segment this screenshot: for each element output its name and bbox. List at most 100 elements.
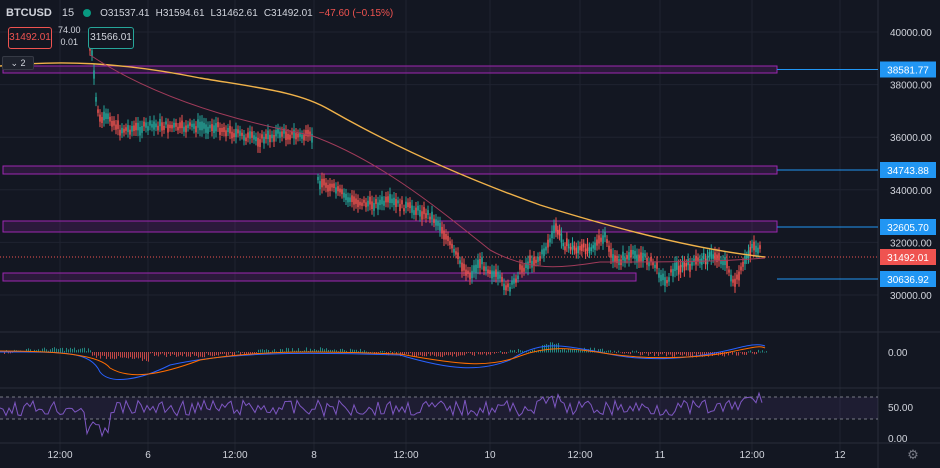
candle-body <box>367 200 369 207</box>
macd-bar <box>58 349 59 353</box>
macd-bar <box>422 352 423 357</box>
timeframe-label[interactable]: 15 <box>61 7 75 19</box>
candle-body <box>227 127 229 133</box>
macd-bar <box>754 352 755 355</box>
macd-bar <box>168 352 169 354</box>
candle-body <box>175 122 177 127</box>
macd-bar <box>232 352 233 356</box>
macd-bar <box>424 352 425 357</box>
candle-body <box>566 238 568 247</box>
candle-body <box>233 133 235 138</box>
candle-body <box>127 125 129 133</box>
macd-bar <box>520 350 521 353</box>
candle-body <box>608 245 610 252</box>
candle-body <box>139 126 141 136</box>
candle-body <box>519 264 521 270</box>
collapse-indicators-button[interactable]: ⌄ 2 <box>2 56 34 70</box>
candle-body <box>693 258 695 262</box>
candle-body <box>417 205 419 211</box>
macd-bar <box>86 351 87 353</box>
macd-bar <box>396 352 397 355</box>
macd-bar <box>572 349 573 353</box>
macd-bar <box>42 348 43 353</box>
candle-body <box>485 266 487 272</box>
candle-body <box>95 97 97 102</box>
candle-body <box>141 126 143 133</box>
ohlc-close: C31492.01 <box>263 7 313 19</box>
buy-button[interactable]: 31566.01 <box>88 27 134 49</box>
rsi-band <box>0 397 878 419</box>
macd-bar <box>208 352 209 356</box>
macd-bar <box>276 351 277 353</box>
macd-bar <box>582 350 583 353</box>
candle-body <box>634 250 636 259</box>
candle-body <box>622 251 624 261</box>
symbol-label[interactable]: BTCUSD <box>6 7 52 19</box>
candle-body <box>425 213 427 219</box>
macd-bar <box>574 348 575 353</box>
candle-body <box>271 134 273 139</box>
candle-body <box>636 254 638 263</box>
macd-bar <box>128 352 129 359</box>
candle-body <box>479 259 481 268</box>
macd-bar <box>620 352 621 353</box>
macd-bar <box>176 352 177 357</box>
candle-body <box>423 207 425 215</box>
macd-bar <box>178 352 179 357</box>
macd-bar <box>108 352 109 357</box>
candle-body <box>317 177 319 181</box>
macd-bar <box>456 352 457 357</box>
candle-body <box>323 178 325 186</box>
candle-body <box>149 120 151 126</box>
macd-bar <box>190 352 191 357</box>
macd-bar <box>306 347 307 353</box>
macd-bar <box>606 350 607 353</box>
candle-body <box>183 126 185 132</box>
candle-body <box>600 237 602 242</box>
macd-bar <box>8 352 9 354</box>
candle-body <box>133 125 135 132</box>
candle-body <box>560 233 563 243</box>
support-resistance-zone <box>2 272 637 282</box>
candle-body <box>305 130 307 136</box>
candle-body <box>429 216 431 220</box>
candle-body <box>291 131 293 135</box>
time-tick-label: 8 <box>311 450 317 461</box>
macd-bar <box>120 352 121 358</box>
macd-bar <box>354 349 355 353</box>
candle-body <box>311 133 313 143</box>
price-tick-label: 32000.00 <box>890 238 932 249</box>
macd-bar <box>654 352 655 357</box>
macd-bar <box>702 352 703 357</box>
macd-bar <box>246 352 247 355</box>
macd-bar <box>736 352 737 356</box>
candle-body <box>359 201 361 206</box>
macd-bar <box>688 352 689 356</box>
moving-average-slow <box>0 62 766 258</box>
macd-bar <box>474 352 475 356</box>
candle-body <box>409 202 411 209</box>
macd-bar <box>462 352 463 356</box>
macd-bar <box>432 352 433 355</box>
candle-body <box>573 245 576 251</box>
macd-bar <box>240 352 241 355</box>
candle-body <box>638 254 640 263</box>
sell-button[interactable]: 31492.01 <box>8 27 52 49</box>
candle-body <box>718 253 720 261</box>
candle-body <box>616 255 618 264</box>
macd-bar <box>392 352 393 355</box>
macd-bar <box>46 349 47 353</box>
macd-bar <box>404 352 405 356</box>
candle-body <box>411 205 413 213</box>
macd-bar <box>542 345 543 353</box>
candle-body <box>361 202 363 206</box>
macd-bar <box>764 351 765 353</box>
candle-body <box>642 252 644 262</box>
candle-body <box>640 252 642 262</box>
price-tick-label: 36000.00 <box>890 133 932 144</box>
macd-bar <box>418 352 419 356</box>
macd-bar <box>602 348 603 353</box>
macd-bar <box>704 352 705 357</box>
gear-icon[interactable]: ⚙ <box>907 447 919 462</box>
